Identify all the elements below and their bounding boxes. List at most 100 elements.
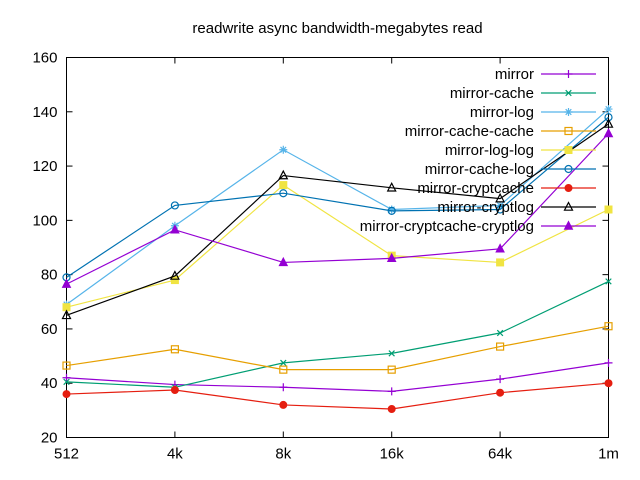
plot-area-border [66,57,609,438]
series-mirror-cache [63,278,612,391]
legend-label: mirror [495,66,534,83]
series-mirror [62,358,613,396]
y-tick-label: 40 [41,375,58,392]
series-mirror-cache-cache [62,322,613,374]
marker-circle-open [496,205,505,214]
y-tick-label: 140 [32,104,57,121]
legend-label: mirror-log [470,104,534,121]
marker-cross [388,350,395,357]
legend-label: mirror-log-log [445,142,534,159]
legend-label: mirror-cache-log [425,161,534,178]
marker-asterisk [564,108,573,116]
legend-label: mirror-cryptcache-cryptlog [360,218,534,235]
marker-plus [62,373,71,382]
y-tick-label: 120 [32,158,57,175]
marker-circle-open [170,201,179,210]
legend-item-mirror-cryptcache: mirror-cryptcache [417,180,596,197]
plot-border [66,57,609,438]
marker-square-open [564,126,573,136]
series-line-mirror-cryptlog [66,123,609,316]
marker-plus [496,375,505,384]
marker-square-filled [170,276,179,285]
legend-item-mirror-cache-log: mirror-cache-log [425,161,596,178]
legend-item-mirror-log-log: mirror-log-log [445,142,596,159]
series-mirror-cryptcache [62,379,613,413]
marker-triangle-filled [61,278,72,288]
marker-triangle-open [386,181,397,192]
marker-circle-filled [604,379,613,388]
marker-circle-open [279,189,288,198]
marker-square-open [170,345,179,354]
plot-series [61,105,614,413]
marker-triangle-open [169,270,180,280]
marker-square-open [279,365,288,374]
y-tick-label: 80 [41,267,58,284]
axis-ticks [66,57,609,438]
series-line-mirror-cryptcache [66,382,609,410]
series-line-mirror-cache [66,280,609,388]
marker-triangle-open [495,192,506,203]
x-tick-label: 64k [488,446,513,463]
marker-square-open [62,361,71,370]
marker-triangle-filled [495,243,505,253]
marker-triangle-filled [603,127,614,138]
legend-label: mirror-cache-cache [405,123,534,140]
y-tick-label: 160 [32,50,57,67]
marker-triangle-open [603,118,614,128]
marker-square-filled [279,181,288,190]
series-line-mirror-log-log [66,184,609,308]
marker-square-open [496,342,505,351]
marker-asterisk [387,205,396,214]
series-line-mirror-cryptcache-cryptlog [66,133,609,285]
marker-asterisk [604,105,613,114]
marker-plus [564,70,573,78]
marker-circle-open [387,206,396,215]
series-line-mirror [66,362,609,392]
legend-item-mirror: mirror [495,66,596,83]
marker-triangle-filled [563,220,574,230]
marker-triangle-filled [170,224,180,234]
legend-label: mirror-cryptcache [417,180,534,197]
marker-cross [280,359,287,367]
y-tick-label: 20 [41,430,58,447]
marker-triangle-filled [386,252,397,263]
series-line-mirror-cache-cache [66,325,609,371]
marker-triangle-open [563,201,574,211]
marker-circle-filled [496,388,505,397]
legend-label: mirror-cache [450,85,534,102]
axis-tick-labels: 512 4k 8k 16k 64k 1m 20 40 60 80 100 120 140 160 [32,50,618,463]
marker-plus [604,358,613,367]
marker-square-open [387,365,396,374]
marker-circle-filled [387,405,396,413]
legend-item-mirror-cryptlog: mirror-cryptlog [437,199,596,216]
marker-cross [63,378,70,386]
series-mirror-cryptlog [61,118,614,320]
marker-plus [387,387,396,396]
series-mirror-cache-log [62,113,613,282]
marker-circle-open [564,164,573,174]
legend-item-mirror-cache: mirror-cache [450,85,596,102]
legend-item-mirror-cryptcache-cryptlog: mirror-cryptcache-cryptlog [360,218,596,235]
marker-asterisk [279,145,288,154]
marker-triangle-open [278,169,289,180]
y-tick-label: 60 [41,321,58,338]
legend-item-mirror-log: mirror-log [470,104,596,121]
chart-title: readwrite async bandwidth-megabytes read [192,20,482,37]
marker-cross [605,278,612,285]
marker-circle-filled [564,184,573,192]
marker-square-filled [564,146,573,154]
marker-square-open [604,322,613,331]
x-tick-label: 4k [167,446,183,463]
marker-plus [279,383,288,392]
y-tick-label: 100 [32,212,57,229]
marker-square-filled [604,205,613,214]
marker-cross [496,329,504,337]
legend-label: mirror-cryptlog [437,199,534,216]
marker-triangle-filled [278,256,289,267]
series-line-mirror-cache-log [66,116,609,278]
marker-triangle-open [61,309,72,320]
x-tick-label: 16k [380,446,405,463]
marker-circle-filled [62,390,71,399]
